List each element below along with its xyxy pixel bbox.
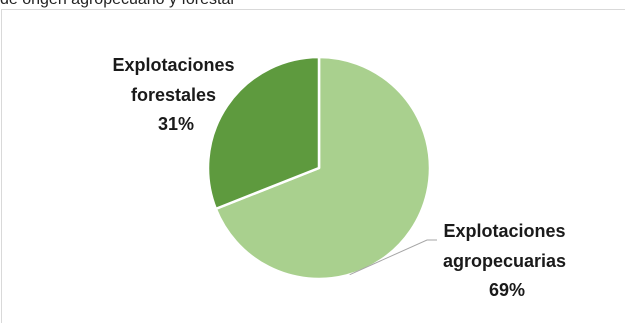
leader-line-agropecuarias	[349, 239, 437, 276]
pie-slice-forestales	[206, 55, 321, 211]
slice-label-agropecuarias-percent: 69%	[489, 280, 525, 300]
slice-label-forestales-line1: Explotaciones	[112, 55, 234, 75]
slice-label-agropecuarias: Explotaciones agropecuarias 69%	[443, 221, 571, 300]
slice-label-forestales-line2: forestales	[131, 85, 216, 105]
chart-frame	[1, 9, 625, 323]
leader-lines	[349, 239, 437, 276]
pie-slice-agropecuarias	[214, 55, 432, 281]
slice-label-forestales: Explotaciones forestales 31%	[112, 55, 239, 134]
slice-label-agropecuarias-line2: agropecuarias	[443, 251, 566, 271]
slice-label-forestales-percent: 31%	[158, 114, 194, 134]
pie-slices	[206, 55, 432, 281]
cropped-top-text: de origen agropecuario y forestal	[0, 0, 627, 9]
slice-label-agropecuarias-line1: Explotaciones	[443, 221, 565, 241]
